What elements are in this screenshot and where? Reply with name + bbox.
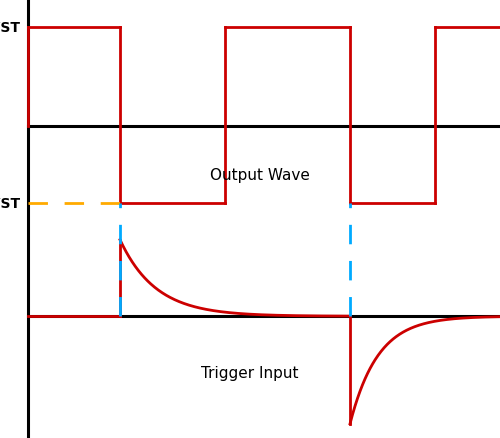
Text: +VST: +VST	[0, 21, 20, 35]
Text: -VST: -VST	[0, 197, 20, 210]
Text: Trigger Input: Trigger Input	[201, 366, 299, 381]
Text: Output Wave: Output Wave	[210, 168, 310, 183]
